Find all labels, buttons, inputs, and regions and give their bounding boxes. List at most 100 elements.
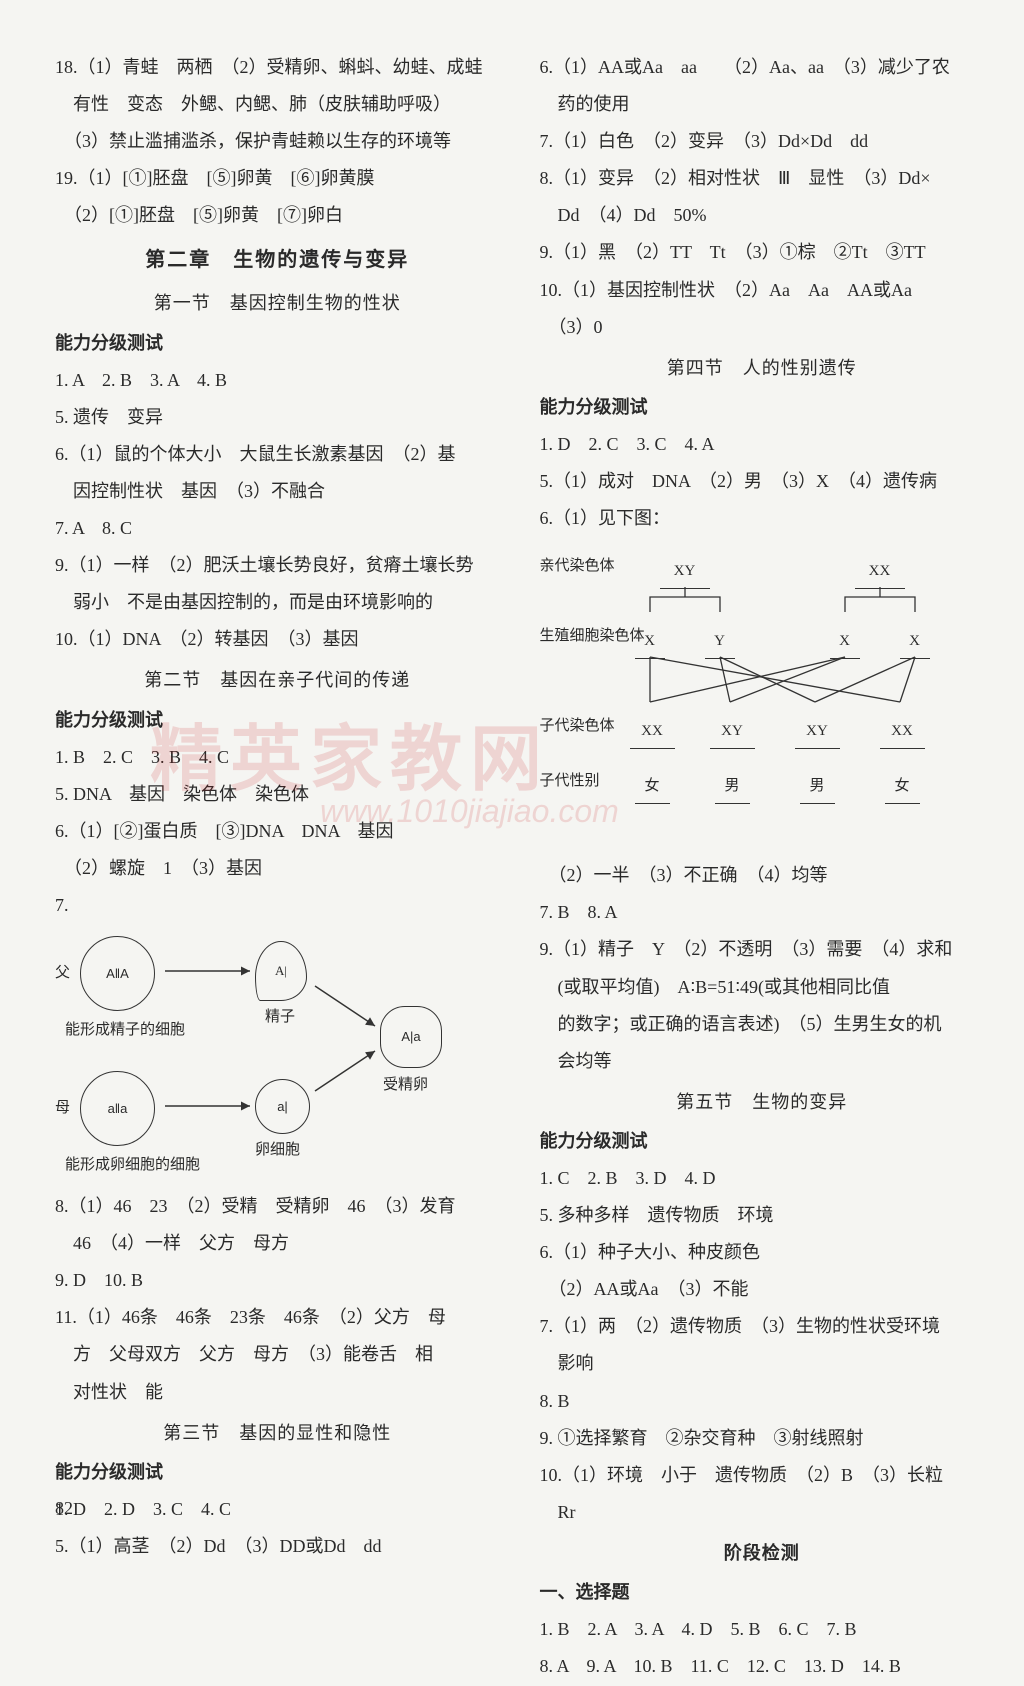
text-line: 9.（1）精子 Y （2）不透明 （3）需要 （4）求和: [540, 932, 985, 967]
row-label: 亲代染色体: [540, 552, 615, 581]
text-line: 7.（1）两 （2）遗传物质 （3）生物的性状受环境: [540, 1309, 985, 1344]
gamete: X: [900, 627, 930, 659]
egg-cell: a|: [255, 1079, 310, 1134]
punnett-lines: [540, 542, 1000, 852]
chrom-label: A‖A: [106, 961, 129, 986]
text-line: （2）一半 （3）不正确 （4）均等: [540, 858, 985, 893]
text-line: 46 （4）一样 父方 母方: [55, 1226, 500, 1261]
chapter-title: 第二章 生物的遗传与变异: [55, 241, 500, 280]
text-line: 8.（1）变异 （2）相对性状 Ⅲ 显性 （3）Dd×: [540, 161, 985, 196]
parent-2: XX: [855, 557, 905, 589]
text-line: 影响: [540, 1346, 985, 1381]
text-line: 8. B: [540, 1384, 985, 1419]
gamete: X: [830, 627, 860, 659]
zygote-label: 受精卵: [383, 1071, 428, 1100]
text-line: 5.（1）高茎 （2）Dd （3）DD或Dd dd: [55, 1529, 500, 1564]
father-label: 父: [55, 959, 70, 988]
text-line: 19.（1）[①]胚盘 [⑤]卵黄 [⑥]卵黄膜: [55, 161, 500, 196]
text-line: 1. A 2. B 3. A 4. B: [55, 363, 500, 398]
father-cell: A‖A: [80, 936, 155, 1011]
text-line: 药的使用: [540, 87, 985, 122]
zygote-cell: A|a: [380, 1006, 442, 1068]
phase-title: 阶段检测: [540, 1536, 985, 1571]
text-line: 7.（1）白色 （2）变异 （3）Dd×Dd dd: [540, 124, 985, 159]
text-line: （2）AA或Aa （3）不能: [540, 1272, 985, 1307]
section-title: 第四节 人的性别遗传: [540, 351, 985, 386]
text-line: 1. B 2. A 3. A 4. D 5. B 6. C 7. B: [540, 1612, 985, 1647]
text-line: 8. A 9. A 10. B 11. C 12. C 13. D 14. B: [540, 1649, 985, 1684]
text-line: 18.（1）青蛙 两栖 （2）受精卵、蝌蚪、幼蛙、成蛙: [55, 50, 500, 85]
text-line: 7. B 8. A: [540, 895, 985, 930]
text-line: 10.（1）环境 小于 遗传物质 （2）B （3）长粒: [540, 1458, 985, 1493]
text-line: 9.（1）一样 （2）肥沃土壤长势良好，贫瘠土壤长势: [55, 548, 500, 583]
chrom-label: A|a: [401, 1024, 420, 1049]
page-columns: 18.（1）青蛙 两栖 （2）受精卵、蝌蚪、幼蛙、成蛙 有性 变态 外鳃、内鳃、…: [55, 50, 984, 1686]
row-label: 子代性别: [540, 767, 600, 796]
mother-label: 母: [55, 1094, 70, 1123]
father-cell-label: 能形成精子的细胞: [65, 1016, 185, 1045]
text-line: 5. 多种多样 遗传物质 环境: [540, 1198, 985, 1233]
sex-label: 女: [635, 772, 670, 804]
text-line: 5.（1）成对 DNA （2）男 （3）X （4）遗传病: [540, 464, 985, 499]
text-line: 7.: [55, 888, 500, 923]
text-line: 7. A 8. C: [55, 511, 500, 546]
text-line: 有性 变态 外鳃、内鳃、肺（皮肤辅助呼吸）: [55, 87, 500, 122]
subsection-label: 能力分级测试: [540, 1124, 985, 1159]
text-line: 会均等: [540, 1044, 985, 1079]
sex-label: 女: [885, 772, 920, 804]
left-column: 18.（1）青蛙 两栖 （2）受精卵、蝌蚪、幼蛙、成蛙 有性 变态 外鳃、内鳃、…: [55, 50, 500, 1686]
text-line: Rr: [540, 1495, 985, 1530]
chrom-label: a‖a: [108, 1096, 128, 1121]
subsection-label: 一、选择题: [540, 1575, 985, 1610]
fertilization-diagram: 父 A‖A 能形成精子的细胞 A| 精子 A|a 受精卵 母 a‖a 能形成卵细…: [55, 931, 500, 1181]
gamete: Y: [705, 627, 735, 659]
section-title: 第三节 基因的显性和隐性: [55, 1416, 500, 1451]
sex-label: 男: [800, 772, 835, 804]
text-line: 10.（1）DNA （2）转基因 （3）基因: [55, 622, 500, 657]
text-line: Dd （4）Dd 50%: [540, 198, 985, 233]
text-line: 8.（1）46 23 （2）受精 受精卵 46 （3）发育: [55, 1189, 500, 1224]
subsection-label: 能力分级测试: [55, 326, 500, 361]
mother-cell: a‖a: [80, 1071, 155, 1146]
text-line: （2）[①]胚盘 [⑤]卵黄 [⑦]卵白: [55, 198, 500, 233]
page-number: 82: [55, 1491, 73, 1526]
text-line: （3）0: [540, 310, 985, 345]
text-line: （3）禁止滥捕滥杀，保护青蛙赖以生存的环境等: [55, 124, 500, 159]
text-line: 方 父母双方 父方 母方 （3）能卷舌 相: [55, 1337, 500, 1372]
text-line: 11.（1）46条 46条 23条 46条 （2）父方 母: [55, 1300, 500, 1335]
offspring: XX: [880, 717, 925, 749]
text-line: 对性状 能: [55, 1375, 500, 1410]
text-line: 6.（1）见下图：: [540, 501, 985, 536]
parent-1: XY: [660, 557, 710, 589]
chrom-label: a|: [277, 1094, 288, 1119]
sex-label: 男: [715, 772, 750, 804]
subsection-label: 能力分级测试: [55, 703, 500, 738]
offspring: XY: [795, 717, 840, 749]
egg-label: 卵细胞: [255, 1136, 300, 1165]
offspring: XX: [630, 717, 675, 749]
gamete: X: [635, 627, 665, 659]
text-line: 的数字；或正确的语言表述) （5）生男生女的机: [540, 1007, 985, 1042]
offspring: XY: [710, 717, 755, 749]
text-line: 5. DNA 基因 染色体 染色体: [55, 777, 500, 812]
text-line: 弱小 不是由基因控制的，而是由环境影响的: [55, 585, 500, 620]
text-line: 因控制性状 基因 （3）不融合: [55, 474, 500, 509]
subsection-label: 能力分级测试: [55, 1455, 500, 1490]
text-line: 6.（1）种子大小、种皮颜色: [540, 1235, 985, 1270]
section-title: 第二节 基因在亲子代间的传递: [55, 663, 500, 698]
text-line: 10.（1）基因控制性状 （2）Aa Aa AA或Aa: [540, 273, 985, 308]
row-label: 生殖细胞染色体: [540, 622, 645, 651]
text-line: 1. D 2. C 3. C 4. A: [540, 427, 985, 462]
text-line: 1. B 2. C 3. B 4. C: [55, 740, 500, 775]
right-column: 6.（1）AA或Aa aa （2）Aa、aa （3）减少了农 药的使用 7.（1…: [540, 50, 985, 1686]
mother-cell-label: 能形成卵细胞的细胞: [65, 1151, 200, 1180]
sex-inheritance-diagram: 亲代染色体 XY XX 生殖细胞染色体 X Y X X 子代染色体 XX XY …: [540, 542, 985, 852]
text-line: (或取平均值) A∶B=51∶49(或其他相同比值: [540, 970, 985, 1005]
section-title: 第五节 生物的变异: [540, 1085, 985, 1120]
chrom-label: A|: [275, 958, 287, 983]
text-line: 9. ①选择繁育 ②杂交育种 ③射线照射: [540, 1421, 985, 1456]
subsection-label: 能力分级测试: [540, 390, 985, 425]
text-line: 1. C 2. B 3. D 4. D: [540, 1161, 985, 1196]
text-line: 9.（1）黑 （2）TT Tt （3）①棕 ②Tt ③TT: [540, 235, 985, 270]
text-line: 9. D 10. B: [55, 1263, 500, 1298]
